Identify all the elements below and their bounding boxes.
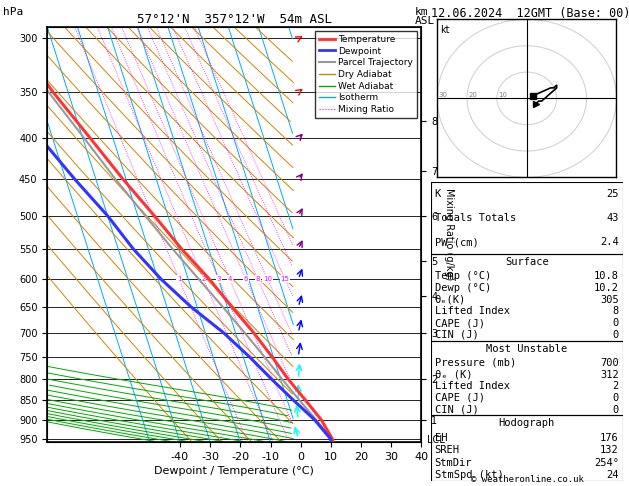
Text: 2: 2	[201, 276, 206, 282]
Text: 3: 3	[216, 276, 221, 282]
Text: hPa: hPa	[3, 7, 23, 17]
Text: 700: 700	[600, 358, 619, 368]
Text: 15: 15	[281, 276, 289, 282]
Text: 43: 43	[606, 213, 619, 223]
Text: 10.2: 10.2	[594, 283, 619, 293]
Text: Lifted Index: Lifted Index	[435, 306, 509, 316]
Text: 12.06.2024  12GMT (Base: 00): 12.06.2024 12GMT (Base: 00)	[431, 7, 629, 20]
Text: 6: 6	[243, 276, 248, 282]
Text: CAPE (J): CAPE (J)	[435, 318, 485, 328]
Text: EH: EH	[435, 433, 447, 443]
Text: CIN (J): CIN (J)	[435, 404, 479, 415]
Text: 2: 2	[613, 381, 619, 391]
Text: 10.8: 10.8	[594, 271, 619, 281]
Text: Lifted Index: Lifted Index	[435, 381, 509, 391]
Text: Pressure (mb): Pressure (mb)	[435, 358, 516, 368]
Text: 25: 25	[606, 189, 619, 199]
Text: 8: 8	[255, 276, 260, 282]
Text: LCL: LCL	[427, 435, 445, 446]
Text: CAPE (J): CAPE (J)	[435, 393, 485, 403]
Text: 10: 10	[498, 92, 508, 98]
Text: StmDir: StmDir	[435, 458, 472, 468]
Text: 254°: 254°	[594, 458, 619, 468]
Text: kt: kt	[440, 25, 450, 35]
Text: km: km	[415, 7, 428, 17]
Text: Temp (°C): Temp (°C)	[435, 271, 491, 281]
Text: Surface: Surface	[505, 257, 548, 267]
Legend: Temperature, Dewpoint, Parcel Trajectory, Dry Adiabat, Wet Adiabat, Isotherm, Mi: Temperature, Dewpoint, Parcel Trajectory…	[315, 31, 417, 118]
Text: K: K	[435, 189, 441, 199]
Text: © weatheronline.co.uk: © weatheronline.co.uk	[470, 474, 584, 484]
Text: θₑ (K): θₑ (K)	[435, 369, 472, 380]
Text: SREH: SREH	[435, 445, 460, 455]
Text: 0: 0	[613, 318, 619, 328]
Text: StmSpd (kt): StmSpd (kt)	[435, 470, 503, 480]
Text: 176: 176	[600, 433, 619, 443]
Text: 8: 8	[613, 306, 619, 316]
Text: θₑ(K): θₑ(K)	[435, 295, 466, 305]
Text: PW (cm): PW (cm)	[435, 237, 479, 247]
Y-axis label: Mixing Ratio (g/kg): Mixing Ratio (g/kg)	[444, 189, 454, 280]
X-axis label: Dewpoint / Temperature (°C): Dewpoint / Temperature (°C)	[154, 466, 314, 476]
Text: 132: 132	[600, 445, 619, 455]
Text: 0: 0	[613, 393, 619, 403]
Text: 305: 305	[600, 295, 619, 305]
Text: 24: 24	[606, 470, 619, 480]
Text: 4: 4	[228, 276, 232, 282]
Text: 2.4: 2.4	[600, 237, 619, 247]
Text: 312: 312	[600, 369, 619, 380]
Text: Hodograph: Hodograph	[499, 418, 555, 428]
Text: 20: 20	[469, 92, 477, 98]
Text: 1: 1	[177, 276, 181, 282]
Title: 57°12'N  357°12'W  54m ASL: 57°12'N 357°12'W 54m ASL	[136, 13, 332, 26]
Text: 30: 30	[438, 92, 448, 98]
Text: Totals Totals: Totals Totals	[435, 213, 516, 223]
Text: 0: 0	[613, 404, 619, 415]
Text: 0: 0	[613, 330, 619, 340]
Text: Dewp (°C): Dewp (°C)	[435, 283, 491, 293]
Text: ASL: ASL	[415, 16, 435, 26]
Text: 10: 10	[263, 276, 272, 282]
Text: CIN (J): CIN (J)	[435, 330, 479, 340]
Text: Most Unstable: Most Unstable	[486, 344, 567, 354]
